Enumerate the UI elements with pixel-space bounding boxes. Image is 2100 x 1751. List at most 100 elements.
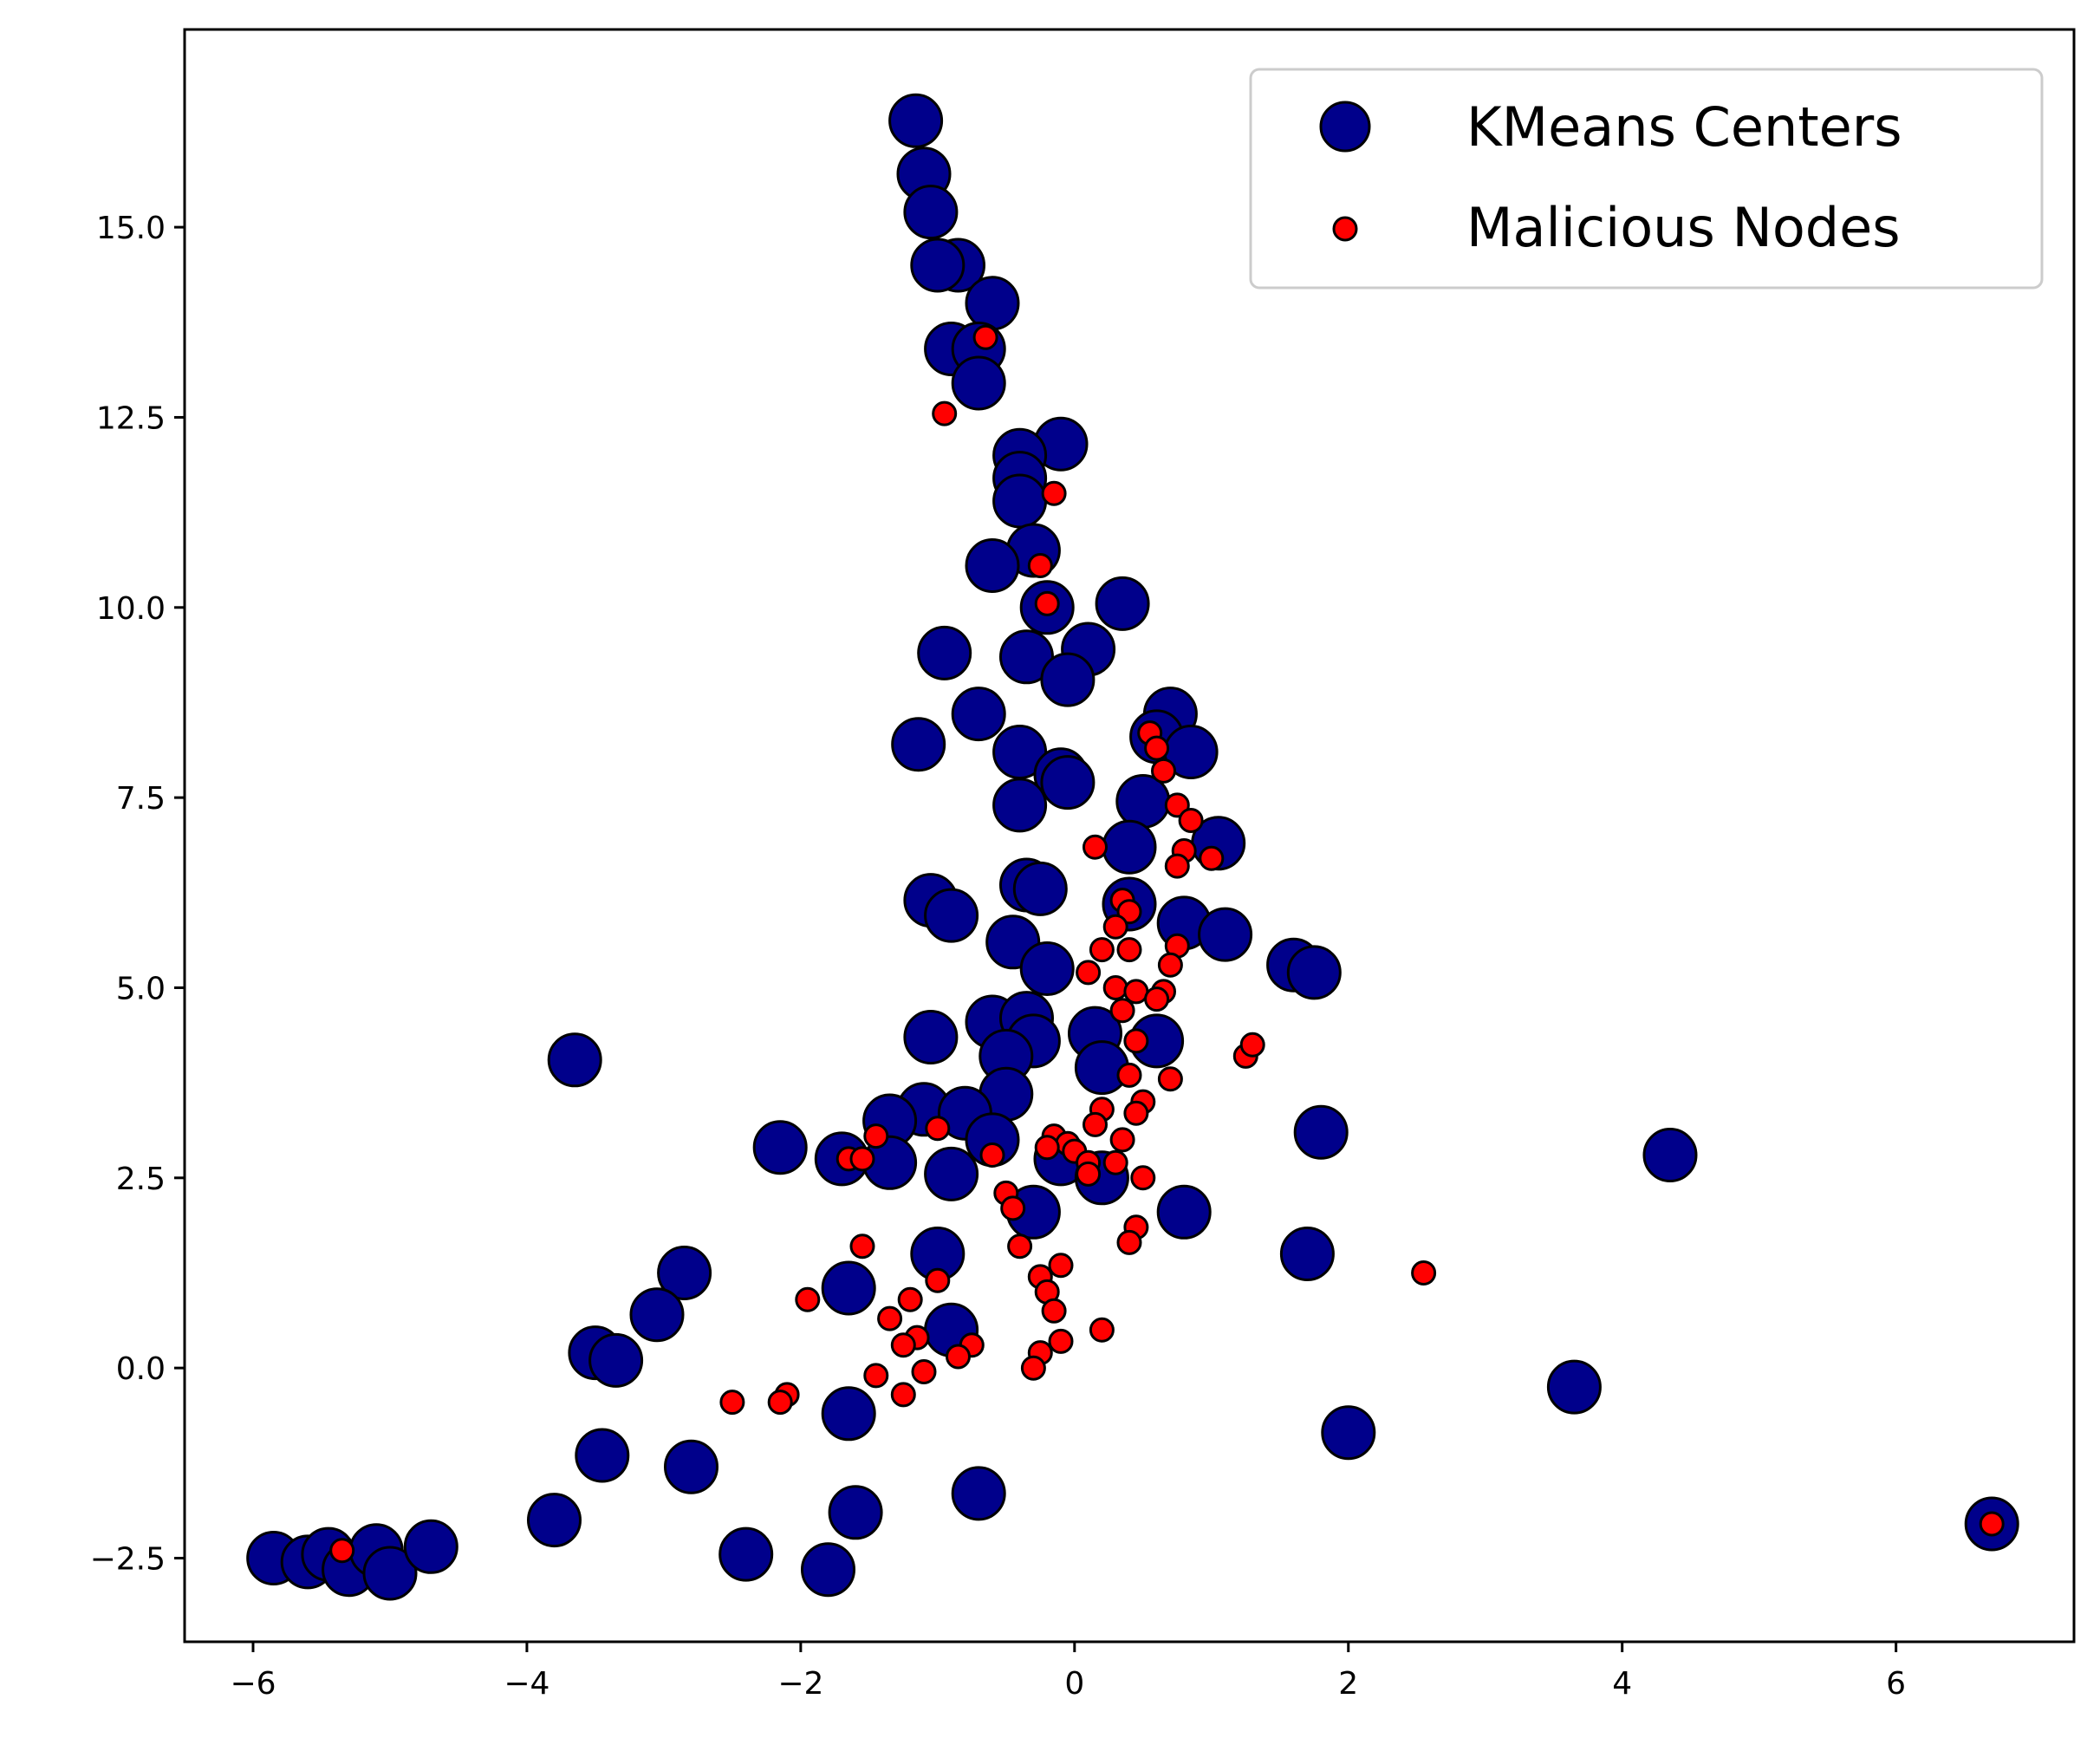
kmeans-center-point [1095, 576, 1150, 631]
kmeans-center-point [999, 629, 1054, 685]
malicious-node-point [1034, 1135, 1060, 1161]
kmeans-center-point [718, 1526, 774, 1582]
malicious-node-point [890, 1382, 916, 1408]
malicious-node-point [932, 400, 958, 426]
malicious-node-point [1116, 1229, 1142, 1255]
kmeans-center-point [821, 1386, 876, 1442]
malicious-node-point [1089, 1317, 1115, 1343]
malicious-node-point [1109, 1127, 1135, 1153]
kmeans-center-point [1286, 945, 1342, 1000]
plot-frame [183, 28, 2076, 1644]
y-tick-label: 7.5 [116, 781, 166, 817]
kmeans-center-point [903, 185, 959, 240]
kmeans-center-point [951, 1466, 1006, 1521]
kmeans-center-point [629, 1287, 685, 1343]
malicious-node-point [849, 1234, 875, 1260]
malicious-node-point [1076, 1161, 1102, 1187]
malicious-node-point [946, 1344, 971, 1370]
malicious-node-point [1411, 1260, 1437, 1286]
kmeans-center-point [992, 473, 1048, 529]
malicious-node-point [1157, 1066, 1183, 1092]
y-tick-label: 2.5 [116, 1162, 166, 1197]
malicious-node-point [1116, 1062, 1142, 1088]
malicious-node-point [1083, 834, 1108, 860]
malicious-node-point [329, 1538, 355, 1564]
malicious-node-point [1144, 735, 1170, 761]
malicious-node-point [1083, 1111, 1108, 1137]
kmeans-center-point [891, 717, 946, 772]
kmeans-center-point [1156, 1184, 1212, 1240]
y-axis: −2.5 0.0 2.5 5.0 7.5 10.0 12.5 15.0 [90, 211, 185, 1577]
y-tick-label: 10.0 [96, 591, 166, 627]
malicious-node-point [890, 1332, 916, 1358]
kmeans-center-point [1198, 907, 1253, 962]
malicious-node-point [1027, 553, 1053, 578]
kmeans-center-point [1040, 755, 1096, 810]
y-tick-label: 12.5 [96, 400, 166, 436]
kmeans-center-point [547, 1032, 602, 1088]
kmeans-center-point [965, 276, 1020, 331]
kmeans-center-point [924, 888, 979, 943]
malicious-nodes-series [329, 324, 2005, 1564]
malicious-node-point [1116, 937, 1142, 963]
kmeans-center-point [910, 238, 965, 293]
kmeans-center-point [992, 778, 1048, 833]
x-tick-label: 0 [1064, 1666, 1084, 1702]
malicious-node-point [1102, 914, 1128, 940]
malicious-node-point [1089, 937, 1115, 963]
legend: KMeans Centers Malicious Nodes [1249, 68, 2044, 290]
x-tick-label: −6 [230, 1666, 276, 1702]
kmeans-center-point [965, 538, 1020, 593]
malicious-node-point [1041, 480, 1067, 506]
x-axis: −6 −4 −2 0 2 4 6 [230, 1642, 1906, 1702]
malicious-node-point [1000, 1195, 1026, 1221]
malicious-node-point [1144, 986, 1170, 1012]
malicious-node-point [979, 1142, 1005, 1168]
malicious-node-point [877, 1305, 903, 1331]
kmeans-center-point [657, 1246, 712, 1300]
malicious-node-point [925, 1267, 951, 1293]
kmeans-center-point [1102, 819, 1157, 875]
kmeans-center-point [752, 1120, 808, 1175]
malicious-node-point [1102, 975, 1128, 1000]
kmeans-center-point [801, 1542, 855, 1598]
malicious-node-point [719, 1390, 745, 1416]
kmeans-center-point [664, 1439, 718, 1494]
malicious-node-point [925, 1116, 951, 1142]
y-tick-label: −2.5 [90, 1541, 166, 1577]
kmeans-center-point [1040, 652, 1096, 707]
kmeans-center-point [951, 355, 1006, 411]
malicious-node-point [1178, 808, 1204, 833]
malicious-node-point [1034, 590, 1060, 616]
malicious-node-point [849, 1146, 875, 1172]
legend-label-malicious-nodes: Malicious Nodes [1466, 196, 1901, 259]
malicious-node-point [1157, 952, 1183, 978]
kmeans-center-point [828, 1485, 883, 1540]
malicious-node-point [1109, 998, 1135, 1024]
legend-box [1249, 68, 2044, 290]
kmeans-center-point [403, 1519, 458, 1574]
kmeans-center-point [1293, 1104, 1349, 1160]
malicious-node-point [863, 1123, 889, 1149]
legend-marker-kmeans-centers [1319, 101, 1371, 153]
malicious-node-point [767, 1390, 793, 1416]
x-tick-label: 6 [1886, 1666, 1906, 1702]
malicious-node-point [897, 1286, 923, 1312]
y-tick-label: 5.0 [116, 971, 166, 1006]
y-tick-label: 15.0 [96, 211, 166, 246]
legend-marker-malicious-nodes [1332, 216, 1358, 242]
kmeans-center-point [1546, 1359, 1602, 1415]
malicious-node-point [911, 1359, 937, 1384]
legend-label-kmeans-centers: KMeans Centers [1466, 95, 1902, 159]
malicious-node-point [1199, 845, 1225, 871]
kmeans-center-point [1642, 1128, 1698, 1182]
malicious-node-point [1041, 1298, 1067, 1324]
malicious-node-point [1048, 1253, 1074, 1279]
kmeans-center-point [1321, 1405, 1376, 1461]
malicious-node-point [1979, 1511, 2005, 1537]
kmeans-center-point [1012, 861, 1068, 916]
kmeans-center-point [527, 1493, 582, 1548]
kmeans-centers-series [246, 93, 2019, 1601]
malicious-node-point [1130, 1165, 1156, 1191]
